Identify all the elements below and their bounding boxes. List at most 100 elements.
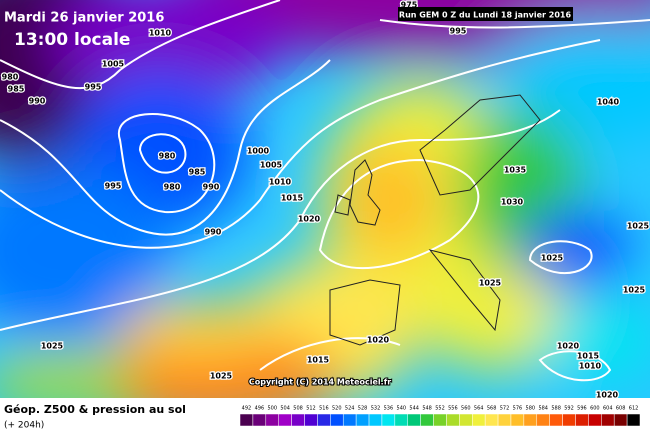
- scale-label: 548: [422, 406, 432, 412]
- scale-swatch: [407, 413, 421, 427]
- scale-swatch: [549, 413, 563, 427]
- scale-swatch: [484, 413, 499, 427]
- isobar-label: 1015: [307, 356, 330, 365]
- scale-swatch: [510, 413, 525, 427]
- isobars: [0, 0, 650, 382]
- scale-swatch: [601, 413, 615, 427]
- scale-label: 512: [306, 406, 316, 412]
- scale-label: 580: [526, 406, 536, 412]
- scale-label: 508: [293, 406, 303, 412]
- isobar-label: 1030: [501, 198, 524, 207]
- coastlines: [329, 94, 541, 346]
- scale-label: 560: [461, 406, 471, 412]
- date: Mardi 26 janvier 2016: [4, 11, 164, 26]
- isobar-label: 990: [29, 97, 46, 106]
- isobar-label: 1020: [557, 342, 580, 351]
- scale-label: 600: [590, 406, 600, 412]
- isobar-label: 975: [401, 1, 418, 10]
- scale-label: 604: [603, 406, 613, 412]
- copyright: Copyright (C) 2014 Meteociel.fr: [249, 378, 391, 387]
- scale-swatch: [523, 413, 538, 427]
- scale-label: 540: [397, 406, 407, 412]
- scale-swatch: [459, 413, 473, 427]
- scale-label: 520: [332, 406, 342, 412]
- scale-swatch: [291, 413, 305, 427]
- scale-label: 536: [384, 406, 394, 412]
- isobar-label: 1020: [367, 336, 390, 345]
- scale-label: 544: [409, 406, 419, 412]
- isobar-label: 980: [164, 183, 181, 192]
- scale-swatch: [330, 413, 344, 427]
- scale-swatch: [265, 413, 279, 427]
- scale-swatch: [394, 413, 408, 427]
- scale-label: 588: [551, 406, 561, 412]
- isobar-label: 1000: [247, 147, 270, 156]
- color-scale: 492 496 500 504 508 512 516 520 524 528 532 536 540 5…: [239, 406, 641, 427]
- isobar-label: 1035: [504, 166, 527, 175]
- scale-swatch: [433, 413, 447, 427]
- isobar-label: 1005: [260, 161, 283, 170]
- isobar-label: 1005: [102, 60, 125, 69]
- scale-label: 612: [629, 406, 639, 412]
- footer-title: Géop. Z500 & pression au sol: [4, 403, 186, 416]
- isobar-label: 1010: [149, 29, 172, 38]
- scale-label: 516: [319, 406, 329, 412]
- scale-label: 556: [448, 406, 458, 412]
- scale-label: 564: [474, 406, 484, 412]
- scale-swatch: [304, 413, 318, 427]
- isobar-label: 1025: [541, 254, 564, 263]
- isobar-label: 1025: [623, 286, 646, 295]
- scale-label: 576: [513, 406, 523, 412]
- scale-swatch: [613, 413, 628, 427]
- scale-label: 532: [371, 406, 381, 412]
- isobar-label: 1025: [210, 372, 233, 381]
- isobar-label: 985: [8, 85, 25, 94]
- isobar-label: 990: [203, 183, 220, 192]
- scale-label: 596: [577, 406, 587, 412]
- isobar-label: 1015: [577, 352, 600, 361]
- scale-label: 528: [358, 406, 368, 412]
- scale-label: 584: [538, 406, 548, 412]
- scale-swatch: [588, 413, 602, 427]
- scale-label: 552: [435, 406, 445, 412]
- run-box: [398, 7, 573, 21]
- isobar-label: 1025: [41, 342, 64, 351]
- scale-label: 504: [280, 406, 290, 412]
- isobar-label: 1020: [596, 391, 619, 400]
- isobar-label: 1025: [479, 279, 502, 288]
- scale-swatch: [626, 413, 641, 427]
- scale-label: 496: [255, 406, 265, 412]
- isobar-label: 995: [105, 182, 122, 191]
- isobar-label: 1020: [298, 215, 321, 224]
- scale-swatch: [420, 413, 434, 427]
- scale-swatch: [536, 413, 550, 427]
- isobar-label: 980: [2, 73, 19, 82]
- isobar-label: 1010: [269, 178, 292, 187]
- scale-swatch: [342, 413, 357, 427]
- isobar-label: 980: [159, 152, 176, 161]
- scale-label: 492: [242, 406, 252, 412]
- scale-swatch: [472, 413, 486, 427]
- run-info: Run GEM 0 Z du Lundi 18 janvier 2016: [399, 11, 572, 20]
- scale-swatch: [381, 413, 396, 427]
- scale-swatch: [355, 413, 370, 427]
- isobar-labels: 980 985 990 995 1005 1010 980 985 980 995 990 990 10…: [0, 0, 650, 401]
- isobar-label: 1040: [597, 98, 620, 107]
- scale-swatch: [317, 413, 331, 427]
- scale-swatch: [575, 413, 589, 427]
- isobar-label: 995: [450, 27, 467, 36]
- scale-label: 524: [345, 406, 355, 412]
- isobar-label: 1015: [281, 194, 304, 203]
- scale-swatch: [497, 413, 512, 427]
- local-time: 13:00 locale: [14, 30, 130, 50]
- scale-swatch: [368, 413, 383, 427]
- scale-label: 500: [267, 406, 277, 412]
- scale-label: 572: [500, 406, 510, 412]
- scale-label: 608: [616, 406, 626, 412]
- scale-label: 568: [487, 406, 497, 412]
- isobar-label: 1010: [579, 362, 602, 371]
- scale-swatch: [446, 413, 460, 427]
